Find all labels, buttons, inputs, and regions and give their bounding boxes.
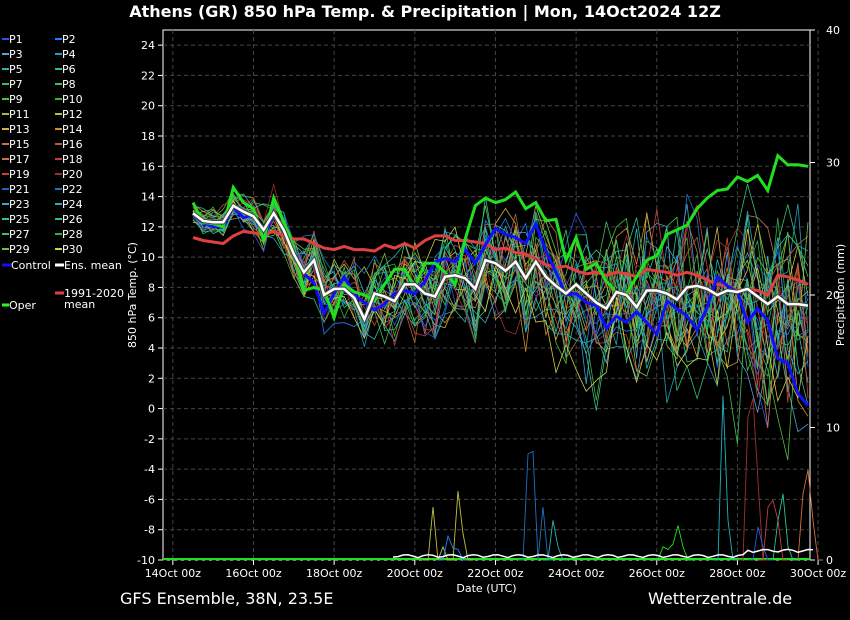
y-tick-label: 20	[141, 100, 155, 113]
legend-label: P2	[62, 33, 76, 46]
legend-label: P13	[9, 123, 30, 136]
legend-label: Control	[11, 259, 51, 272]
y-tick-label: -2	[144, 433, 155, 446]
legend-label: P14	[62, 123, 83, 136]
member-line-p30	[192, 199, 809, 403]
y-tick-label: 14	[141, 191, 155, 204]
legend-label: P12	[62, 108, 83, 121]
legend-label: 1991-2020	[64, 287, 124, 300]
y-right-tick-label: 30	[826, 157, 840, 170]
legend-label: Oper	[9, 299, 36, 312]
y-tick-label: 6	[148, 312, 155, 325]
y-right-tick-label: 40	[826, 24, 840, 37]
legend-label: P21	[9, 183, 30, 196]
legend-label: P24	[62, 198, 83, 211]
legend-label: P18	[62, 153, 83, 166]
x-tick-label: 28Oct 00z	[709, 567, 766, 580]
y-right-axis-label: Precipitation (mm)	[834, 244, 847, 346]
y-axis-label: 850 hPa Temp. (°C)	[126, 242, 139, 348]
precip-line	[518, 450, 553, 561]
legend-label: P28	[62, 228, 83, 241]
y-tick-label: 0	[148, 403, 155, 416]
y-tick-label: -10	[137, 554, 155, 567]
legend-label: P22	[62, 183, 83, 196]
x-tick-label: 26Oct 00z	[629, 567, 686, 580]
precip-line	[748, 526, 773, 561]
legend-label: P20	[62, 168, 83, 181]
legend-label: mean	[64, 298, 95, 311]
y-tick-label: 12	[141, 221, 155, 234]
x-tick-label: 18Oct 00z	[306, 567, 363, 580]
y-tick-label: 24	[141, 39, 155, 52]
legend-label: P11	[9, 108, 30, 121]
y-tick-label: -4	[144, 463, 155, 476]
y-tick-label: 22	[141, 69, 155, 82]
y-right-tick-label: 0	[826, 554, 833, 567]
legend-label: P7	[9, 78, 23, 91]
x-tick-label: 16Oct 00z	[225, 567, 282, 580]
legend-label: P30	[62, 243, 83, 256]
y-tick-label: 4	[148, 342, 155, 355]
source-label: Wetterzentrale.de	[648, 589, 793, 608]
y-tick-label: 2	[148, 372, 155, 385]
member-line-p25	[192, 193, 809, 411]
legend-label: P16	[62, 138, 83, 151]
x-tick-label: 24Oct 00z	[548, 567, 605, 580]
precip-line	[438, 534, 468, 561]
y-tick-label: 16	[141, 160, 155, 173]
model-location-label: GFS Ensemble, 38N, 23.5E	[120, 589, 334, 608]
precip-line	[543, 520, 568, 561]
precip-mean-line	[392, 548, 814, 559]
member-line-p21	[192, 208, 809, 339]
y-tick-label: -8	[144, 524, 155, 537]
precip-line	[423, 491, 473, 561]
precip-line	[758, 499, 788, 561]
legend-label: P29	[9, 243, 30, 256]
x-tick-label: 22Oct 00z	[467, 567, 524, 580]
legend-label: P9	[9, 93, 23, 106]
y-tick-label: 10	[141, 251, 155, 264]
x-tick-label: 14Oct 00z	[145, 567, 202, 580]
legend-label: P17	[9, 153, 30, 166]
y-tick-label: -6	[144, 493, 155, 506]
legend-label: P27	[9, 228, 30, 241]
legend-label: P3	[9, 48, 23, 61]
legend-label: P1	[9, 33, 23, 46]
chart-title: Athens (GR) 850 hPa Temp. & Precipitatio…	[129, 2, 721, 21]
y-right-tick-label: 20	[826, 289, 840, 302]
x-tick-label: 20Oct 00z	[387, 567, 444, 580]
x-axis-label: Date (UTC)	[456, 582, 516, 595]
legend-label: P8	[62, 78, 76, 91]
y-tick-label: 8	[148, 281, 155, 294]
legend-label: P19	[9, 168, 30, 181]
series-line-ens-mean	[192, 203, 809, 323]
y-right-tick-label: 10	[826, 422, 840, 435]
legend-label: P10	[62, 93, 83, 106]
legend-label: P15	[9, 138, 30, 151]
x-tick-label: 30Oct 00z	[790, 567, 847, 580]
precip-line	[713, 395, 738, 561]
legend-label: P25	[9, 213, 30, 226]
legend-label: P6	[62, 63, 76, 76]
legend-label: P23	[9, 198, 30, 211]
legend-label: P26	[62, 213, 83, 226]
y-tick-label: 18	[141, 130, 155, 143]
series-line-1991-2020-mean	[192, 229, 809, 297]
legend-label: P4	[62, 48, 76, 61]
member-line-p29	[192, 204, 809, 377]
legend-label: P5	[9, 63, 23, 76]
legend-label: Ens. mean	[64, 259, 122, 272]
